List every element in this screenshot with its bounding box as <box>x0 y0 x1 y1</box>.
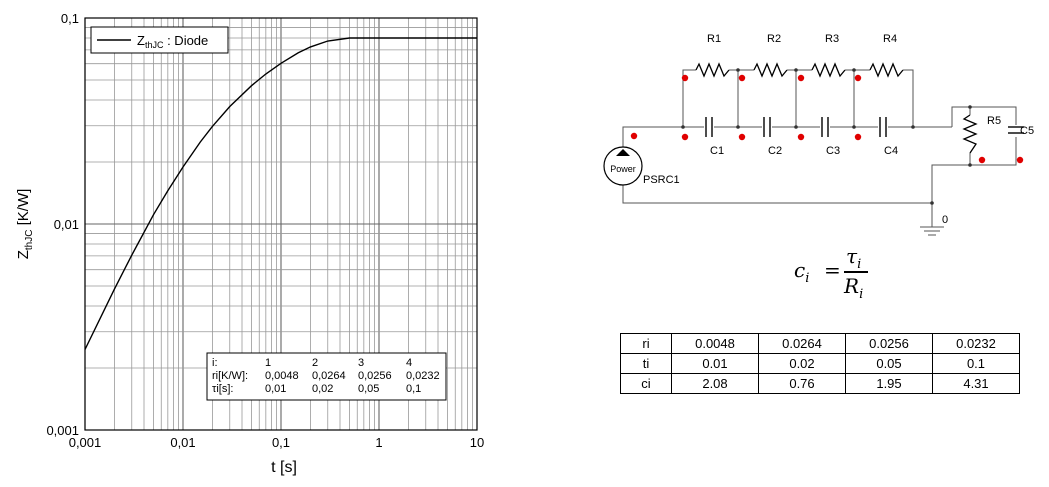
label-r4: R4 <box>883 33 897 45</box>
table-row: ci 2.08 0.76 1.95 4.31 <box>620 373 1020 394</box>
annotation-row-label: ri[K/W]: <box>212 370 248 382</box>
thermal-impedance-chart: 0,001 0,01 0,1 1 10 0,001 0,01 0,1 t [s] ZthJC… <box>15 11 485 476</box>
label-c4: C4 <box>884 145 898 157</box>
x-tick-label: 0,001 <box>69 435 102 450</box>
formula-equals: = <box>824 258 841 282</box>
resistor-r4 <box>869 62 904 78</box>
table-cell: 0.0264 <box>758 333 846 354</box>
legend-main: Z <box>137 33 145 48</box>
formula-denominator: Ri <box>844 274 864 302</box>
row-label: ci <box>620 373 672 394</box>
y-axis-label-unit: [K/W] <box>15 189 32 230</box>
power-source-circle <box>603 146 643 186</box>
label-c3: C3 <box>826 145 840 157</box>
annotation-box <box>206 352 447 401</box>
capacitor-c3 <box>821 117 829 137</box>
legend-label: ZthJC : Diode <box>137 33 208 50</box>
table-row: ri 0.0048 0.0264 0.0256 0.0232 <box>620 333 1020 354</box>
label-c2: C2 <box>768 145 782 157</box>
y-axis-label-main: Z <box>15 250 32 259</box>
annotation-value: 0,1 <box>406 383 421 395</box>
capacitance-formula: ci = τi Ri <box>794 244 884 304</box>
label-psrc1: PSRC1 <box>643 174 680 186</box>
label-r5: R5 <box>987 115 1001 127</box>
y-axis-label: ZthJC [K/W] <box>15 189 35 260</box>
x-tick-label: 10 <box>470 435 484 450</box>
table-cell: 0.1 <box>932 353 1020 374</box>
capacitor-c2 <box>763 117 771 137</box>
resistor-r1 <box>695 62 730 78</box>
legend-suffix: : Diode <box>163 33 208 48</box>
label-r2: R2 <box>767 33 781 45</box>
annotation-value: 0,0048 <box>265 370 299 382</box>
x-tick-label: 0,1 <box>272 435 290 450</box>
power-source-arrow-icon <box>616 149 630 156</box>
parameter-table: ri 0.0048 0.0264 0.0256 0.0232 ti 0.01 0… <box>620 333 1020 394</box>
table-cell: 0.0232 <box>932 333 1020 354</box>
x-tick-labels: 0,001 0,01 0,1 1 10 <box>69 435 485 450</box>
x-axis-label: t [s] <box>271 459 297 476</box>
label-c1: C1 <box>710 145 724 157</box>
y-tick-label: 0,1 <box>61 11 79 26</box>
annotation-rows: i: 1 2 3 4 ri[K/W]: 0,0048 0,0264 0,0256 0,0232 τi… <box>212 357 440 395</box>
label-ground: 0 <box>942 214 948 226</box>
parameter-annotation: i: 1 2 3 4 ri[K/W]: 0,0048 0,0264 0,0256 0,0232 τi… <box>206 352 447 401</box>
annotation-value: 0,01 <box>265 383 286 395</box>
table-cell: 0.02 <box>758 353 846 374</box>
annotation-row-label: i: <box>212 357 218 369</box>
table-cell: 0.76 <box>758 373 846 394</box>
capacitor-c4 <box>879 117 887 137</box>
annotation-value: 0,0256 <box>358 370 392 382</box>
annotation-value: 0,0232 <box>406 370 440 382</box>
series-line-diode <box>84 37 477 350</box>
junction-dots <box>681 68 972 205</box>
annotation-value: 4 <box>406 357 412 369</box>
table-cell: 0.05 <box>845 353 933 374</box>
y-tick-label: 0,001 <box>46 423 79 438</box>
annotation-value: 2 <box>312 357 318 369</box>
y-tick-labels: 0,001 0,01 0,1 <box>46 11 79 438</box>
formula-numerator: τi <box>846 244 862 272</box>
label-r1: R1 <box>707 33 721 45</box>
table-cell: 1.95 <box>845 373 933 394</box>
x-tick-label: 1 <box>375 435 382 450</box>
label-c5: C5 <box>1020 125 1034 137</box>
x-tick-label: 0,01 <box>170 435 195 450</box>
power-source: Power <box>603 146 643 186</box>
resistor-r3 <box>811 62 846 78</box>
y-axis-label-sub: thJC <box>24 230 35 251</box>
table-cell: 0.0256 <box>845 333 933 354</box>
table-row: ti 0.01 0.02 0.05 0.1 <box>620 353 1020 374</box>
table-cell: 0.0048 <box>671 333 759 354</box>
resistor-r2 <box>753 62 788 78</box>
capacitor-c5 <box>1008 126 1024 134</box>
plot-frame <box>84 17 478 431</box>
ground-icon <box>920 220 944 236</box>
annotation-row-label: τi[s]: <box>212 383 233 395</box>
row-label: ri <box>620 333 672 354</box>
label-r3: R3 <box>825 33 839 45</box>
power-source-label: Power <box>610 164 636 174</box>
y-tick-label: 0,01 <box>54 217 79 232</box>
table-cell: 0.01 <box>671 353 759 374</box>
annotation-value: 1 <box>265 357 271 369</box>
formula-fraction-bar <box>844 271 868 273</box>
capacitor-c1 <box>705 117 713 137</box>
annotation-value: 0,05 <box>358 383 379 395</box>
formula-lhs: ci <box>794 258 810 286</box>
foster-network-schematic: Power R1 R2 R3 R4 C1 C2 C3 C4 R5 C5 PSRC… <box>590 15 1040 240</box>
schematic-wires <box>622 69 1017 220</box>
annotation-value: 0,0264 <box>312 370 346 382</box>
probe-markers <box>630 74 1024 164</box>
resistor-r5 <box>962 114 978 154</box>
table-cell: 4.31 <box>932 373 1020 394</box>
legend: ZthJC : Diode <box>90 26 229 54</box>
annotation-value: 0,02 <box>312 383 333 395</box>
row-label: ti <box>620 353 672 374</box>
annotation-value: 3 <box>358 357 364 369</box>
legend-sub: thJC <box>145 40 164 50</box>
table-cell: 2.08 <box>671 373 759 394</box>
